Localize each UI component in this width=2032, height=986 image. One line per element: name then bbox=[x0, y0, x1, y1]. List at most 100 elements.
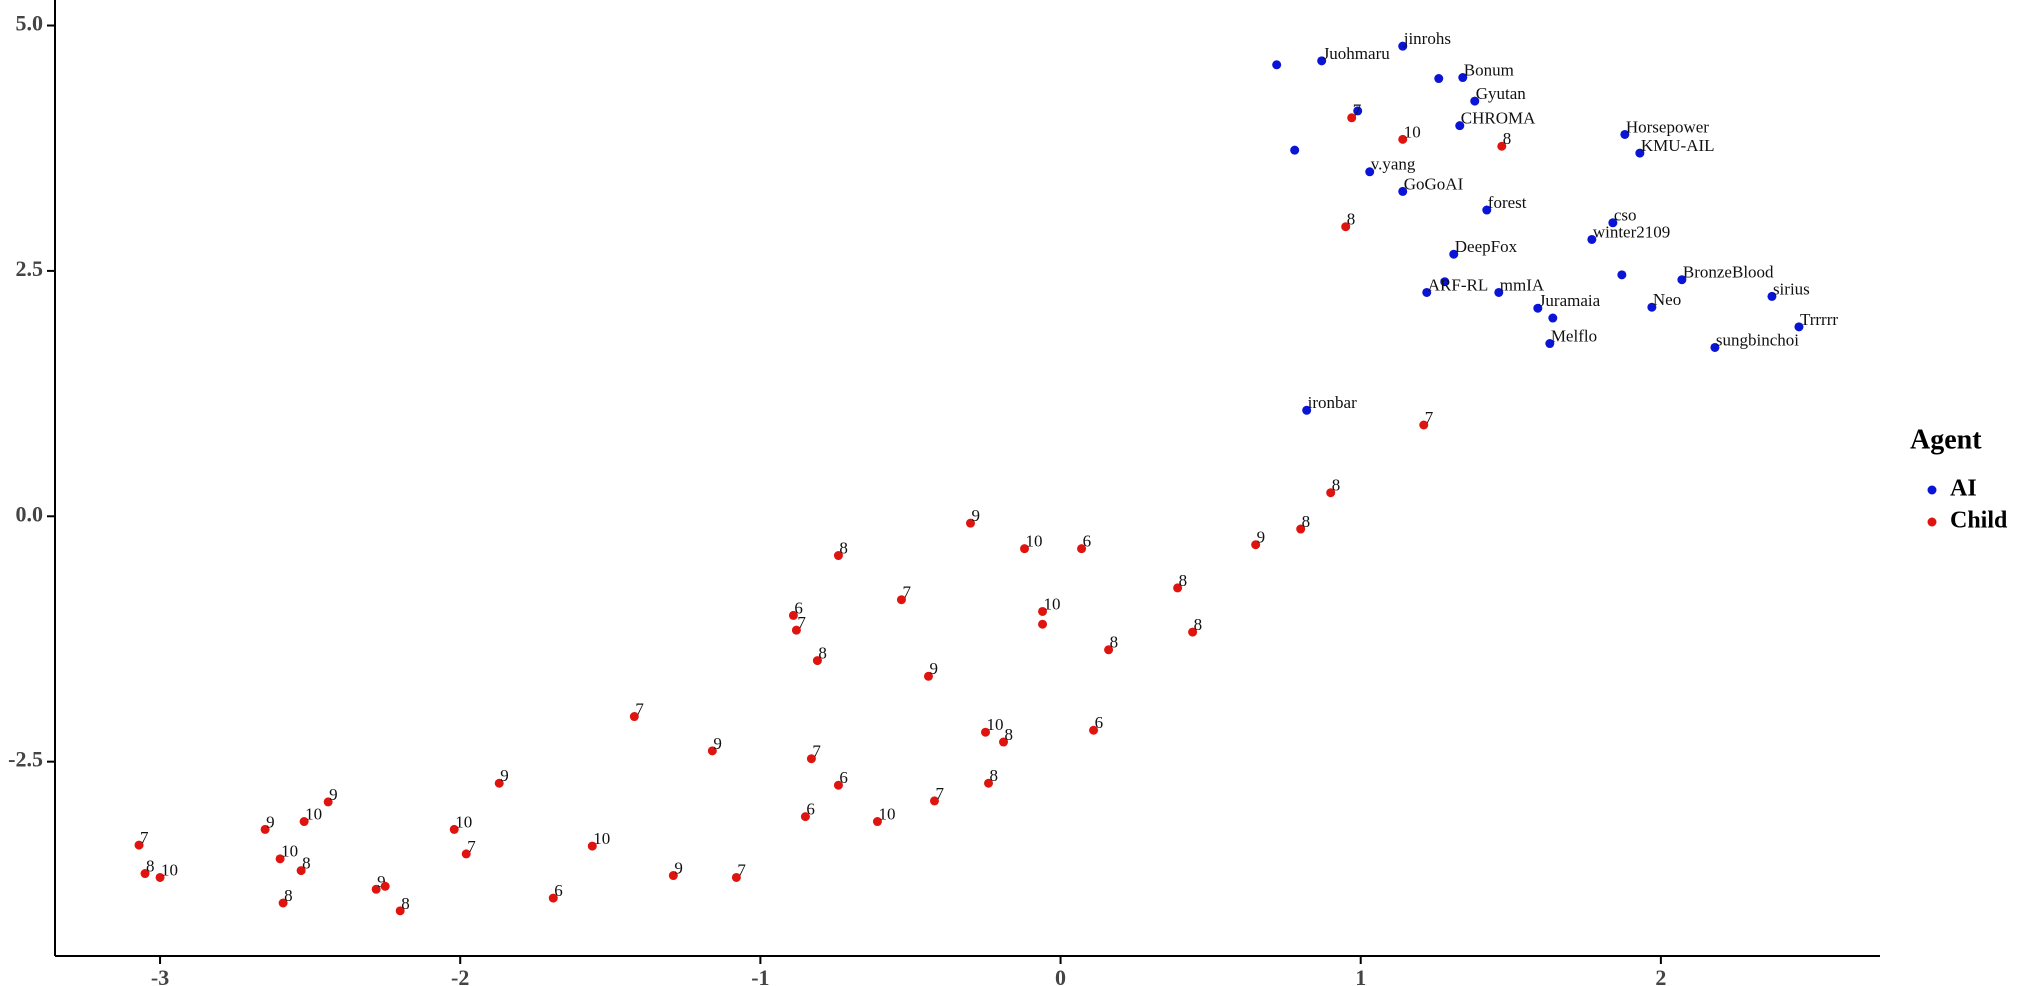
point bbox=[1419, 420, 1429, 430]
point-label: Horsepower bbox=[1626, 117, 1709, 136]
point bbox=[788, 610, 798, 620]
point-label: mmIA bbox=[1500, 275, 1545, 294]
point bbox=[1020, 544, 1030, 554]
point bbox=[1647, 302, 1657, 312]
y-tick-label: 2.5 bbox=[16, 256, 44, 281]
point bbox=[1296, 524, 1306, 534]
legend-marker bbox=[1927, 485, 1937, 495]
point bbox=[1365, 167, 1375, 177]
y-tick-label: -2.5 bbox=[8, 747, 43, 772]
point-label: 10 bbox=[161, 860, 178, 879]
point-label: 10 bbox=[1044, 594, 1061, 613]
point bbox=[1188, 627, 1198, 637]
point-label: 6 bbox=[794, 598, 803, 617]
point bbox=[1587, 234, 1597, 244]
point bbox=[1617, 270, 1627, 280]
point-label: 7 bbox=[140, 828, 149, 847]
point bbox=[1038, 619, 1048, 629]
point-label: 7 bbox=[467, 837, 476, 856]
point bbox=[791, 625, 801, 635]
point-label: cso bbox=[1614, 206, 1637, 225]
point bbox=[1677, 275, 1687, 285]
point bbox=[1533, 303, 1543, 313]
point bbox=[1251, 540, 1261, 550]
point bbox=[1794, 322, 1804, 332]
point-label: 7 bbox=[737, 860, 746, 879]
point-label: 8 bbox=[284, 886, 293, 905]
point-label: DeepFox bbox=[1455, 237, 1518, 256]
point bbox=[380, 881, 390, 891]
point bbox=[134, 840, 144, 850]
point bbox=[260, 824, 270, 834]
point-label: 6 bbox=[1095, 713, 1104, 732]
point bbox=[929, 796, 939, 806]
point-label: ironbar bbox=[1308, 393, 1357, 412]
point bbox=[806, 754, 816, 764]
x-tick-label: -1 bbox=[751, 965, 769, 986]
point bbox=[1620, 129, 1630, 139]
point bbox=[668, 871, 678, 881]
point-label: 10 bbox=[987, 715, 1004, 734]
point bbox=[278, 898, 288, 908]
point-label: CHROMA bbox=[1461, 109, 1536, 128]
x-tick-label: 0 bbox=[1055, 965, 1066, 986]
y-tick-label: 0.0 bbox=[16, 501, 44, 526]
legend-label: Child bbox=[1950, 508, 2008, 534]
point-label: 9 bbox=[377, 872, 386, 891]
point-label: Melflo bbox=[1551, 326, 1597, 345]
point bbox=[1398, 186, 1408, 196]
point bbox=[1290, 145, 1300, 155]
point-label: 9 bbox=[972, 506, 981, 525]
point-label: Trrrrr bbox=[1800, 310, 1838, 329]
point bbox=[1353, 106, 1363, 116]
point-label: 9 bbox=[266, 812, 275, 831]
point bbox=[371, 884, 381, 894]
point bbox=[984, 778, 994, 788]
point-label: 7 bbox=[902, 583, 911, 602]
point bbox=[1497, 141, 1507, 151]
legend-label: AI bbox=[1950, 476, 1977, 502]
point-label: 8 bbox=[1005, 725, 1014, 744]
point-label: 8 bbox=[401, 894, 410, 913]
point-label: 8 bbox=[818, 643, 827, 662]
point-label: forest bbox=[1488, 193, 1527, 212]
point-label: ARF-RL bbox=[1428, 275, 1488, 294]
point-label: 7 bbox=[797, 613, 806, 632]
point-label: sirius bbox=[1773, 279, 1810, 298]
point bbox=[1422, 287, 1432, 297]
point-label: 7 bbox=[812, 742, 821, 761]
point-label: KMU-AIL bbox=[1641, 136, 1715, 155]
point-label: winter2109 bbox=[1593, 222, 1670, 241]
point bbox=[1347, 113, 1357, 123]
point bbox=[1545, 339, 1555, 349]
point bbox=[1449, 249, 1459, 259]
point-label: 9 bbox=[329, 785, 338, 804]
point-label: 9 bbox=[713, 734, 722, 753]
point-label: 8 bbox=[1347, 210, 1356, 229]
legend-marker bbox=[1927, 517, 1937, 527]
point bbox=[812, 656, 822, 666]
point-label: 8 bbox=[1179, 571, 1188, 590]
point bbox=[1470, 96, 1480, 106]
point bbox=[296, 866, 306, 876]
point bbox=[587, 841, 597, 851]
point-label: 6 bbox=[839, 768, 848, 787]
point bbox=[1635, 148, 1645, 158]
point-label: 8 bbox=[146, 856, 155, 875]
point bbox=[494, 778, 504, 788]
point-label: 7 bbox=[1353, 101, 1362, 120]
point-label: 8 bbox=[839, 538, 848, 557]
point bbox=[999, 737, 1009, 747]
point bbox=[299, 817, 309, 827]
point-label: 8 bbox=[990, 766, 999, 785]
point-label: 8 bbox=[1194, 615, 1203, 634]
point-label: 7 bbox=[1425, 408, 1434, 427]
point-label: Juohmaru bbox=[1323, 44, 1391, 63]
point-label: sungbinchoi bbox=[1716, 330, 1799, 349]
point-label: 10 bbox=[878, 804, 895, 823]
point bbox=[896, 595, 906, 605]
point bbox=[1173, 583, 1183, 593]
point bbox=[1455, 121, 1465, 131]
point-label: jinrohs bbox=[1403, 29, 1451, 48]
